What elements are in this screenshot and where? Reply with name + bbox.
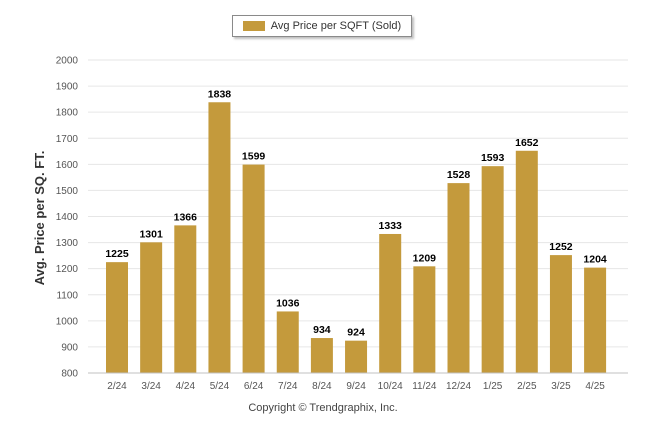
x-tick-label: 7/24 bbox=[278, 381, 298, 392]
data-labels: 1225 1301 1366 1838 1599 1036 934 924 1333 1209 15… bbox=[105, 88, 607, 338]
x-tick-label: 4/25 bbox=[585, 381, 605, 392]
x-tick-label: 8/24 bbox=[312, 381, 332, 392]
y-tick-label: 1500 bbox=[56, 186, 79, 197]
data-label: 1838 bbox=[208, 88, 232, 100]
y-tick-label: 1800 bbox=[56, 108, 79, 119]
x-tick-label: 3/25 bbox=[551, 381, 571, 392]
data-label: 1599 bbox=[242, 151, 266, 163]
y-tick-label: 1100 bbox=[56, 290, 78, 301]
y-tick-label: 2000 bbox=[56, 56, 79, 67]
x-tick-label: 2/25 bbox=[517, 381, 537, 392]
y-tick-label: 1400 bbox=[56, 212, 79, 223]
bar[interactable] bbox=[379, 233, 402, 373]
y-tick-label: 1200 bbox=[56, 264, 79, 275]
y-axis-ticks: 800 900 1000 1100 1200 1300 1400 1500 1600 1700 18… bbox=[56, 56, 79, 380]
y-tick-label: 1300 bbox=[56, 238, 79, 249]
bar[interactable] bbox=[106, 262, 128, 373]
y-tick-label: 1600 bbox=[56, 160, 79, 171]
y-axis-label: Avg. Price per SQ. FT. bbox=[32, 151, 47, 286]
data-label: 924 bbox=[347, 327, 365, 339]
data-label: 1528 bbox=[447, 169, 471, 181]
data-label: 1225 bbox=[105, 248, 129, 260]
legend[interactable]: Avg Price per SQFT (Sold) bbox=[232, 15, 412, 37]
legend-swatch bbox=[242, 21, 265, 31]
copyright-text: Copyright © Trendgraphix, Inc. bbox=[248, 402, 398, 414]
x-tick-label: 3/24 bbox=[141, 381, 161, 392]
bar[interactable] bbox=[174, 225, 197, 373]
x-axis-ticks: 2/24 3/24 4/24 5/24 6/24 7/24 8/24 9/24 10/24 11/… bbox=[107, 381, 605, 392]
bar[interactable] bbox=[140, 242, 163, 373]
bar[interactable] bbox=[208, 102, 231, 373]
data-label: 1209 bbox=[413, 252, 437, 264]
bar[interactable] bbox=[447, 183, 470, 373]
bar[interactable] bbox=[242, 164, 265, 373]
x-tick-label: 9/24 bbox=[346, 381, 366, 392]
bar[interactable] bbox=[481, 166, 504, 373]
x-tick-label: 10/24 bbox=[378, 381, 403, 392]
bar[interactable] bbox=[276, 311, 299, 373]
bar[interactable] bbox=[345, 340, 368, 373]
x-tick-label: 4/24 bbox=[176, 381, 196, 392]
x-tick-label: 11/24 bbox=[412, 381, 437, 392]
x-tick-label: 5/24 bbox=[210, 381, 230, 392]
data-label: 1252 bbox=[549, 241, 573, 253]
bar[interactable] bbox=[549, 255, 572, 373]
y-tick-label: 900 bbox=[61, 342, 78, 353]
x-tick-label: 12/24 bbox=[446, 381, 471, 392]
y-tick-label: 1700 bbox=[56, 134, 79, 145]
data-label: 1366 bbox=[174, 211, 198, 223]
y-tick-label: 1000 bbox=[56, 316, 79, 327]
data-label: 1036 bbox=[276, 297, 300, 309]
legend-label: Avg Price per SQFT (Sold) bbox=[270, 20, 402, 32]
bar[interactable] bbox=[413, 266, 436, 373]
bar[interactable] bbox=[515, 150, 538, 373]
x-tick-label: 1/25 bbox=[483, 381, 503, 392]
data-label: 1593 bbox=[481, 152, 505, 164]
data-label: 934 bbox=[313, 324, 331, 336]
data-label: 1204 bbox=[583, 254, 607, 266]
y-tick-label: 800 bbox=[61, 369, 78, 380]
x-tick-label: 6/24 bbox=[244, 381, 264, 392]
data-label: 1652 bbox=[515, 137, 539, 149]
bar[interactable] bbox=[310, 338, 333, 373]
y-tick-label: 1900 bbox=[56, 82, 79, 93]
data-label: 1301 bbox=[139, 228, 163, 240]
x-tick-label: 2/24 bbox=[107, 381, 127, 392]
bars bbox=[106, 102, 607, 373]
data-label: 1333 bbox=[379, 220, 403, 232]
bar[interactable] bbox=[584, 267, 607, 373]
